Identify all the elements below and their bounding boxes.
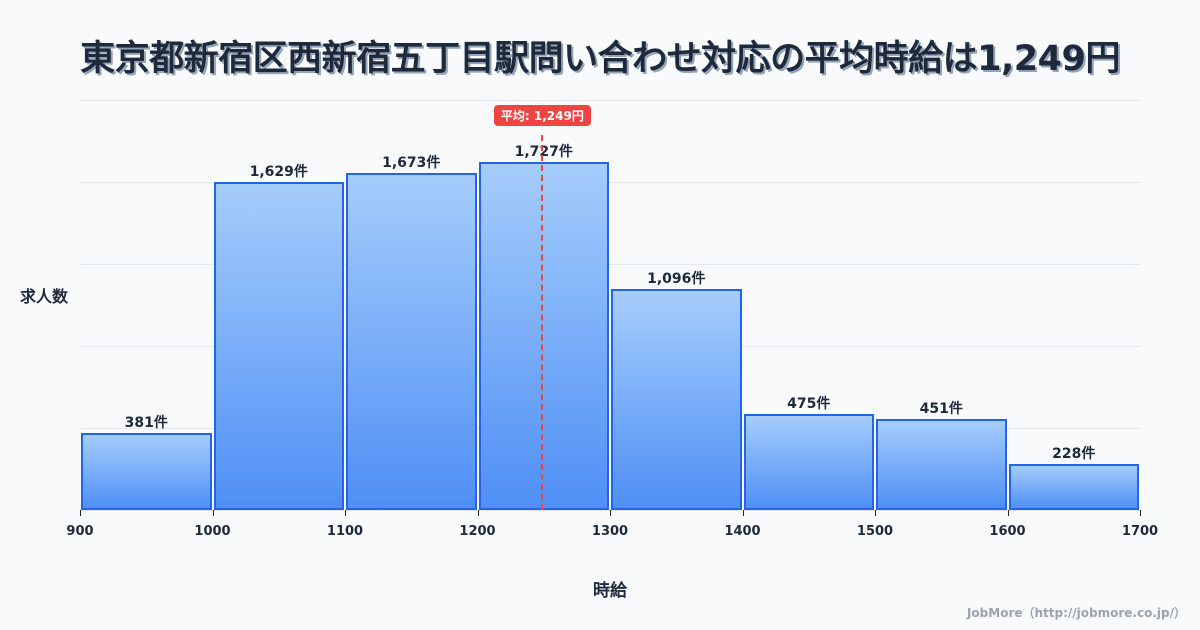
y-axis-label: 求人数 — [20, 287, 69, 306]
histogram-bar — [611, 289, 742, 510]
x-tick-label: 1600 — [989, 524, 1026, 539]
bar-value-label: 228件 — [1052, 446, 1096, 463]
gridline — [80, 428, 1140, 429]
x-tick-label: 1500 — [856, 524, 894, 539]
gridline — [80, 346, 1140, 347]
x-tick — [1140, 510, 1141, 516]
histogram-bar — [81, 433, 212, 510]
x-tick-label: 1300 — [591, 524, 629, 539]
x-tick-label: 1100 — [326, 524, 364, 539]
bar-value-label: 1,673件 — [382, 154, 441, 171]
x-tick-label: 1000 — [194, 524, 231, 539]
bar-value-label: 381件 — [124, 415, 168, 432]
bar-value-label: 451件 — [919, 401, 963, 418]
x-tick-label: 1200 — [459, 524, 496, 539]
x-axis-label: 時給 — [593, 581, 627, 601]
gridline — [80, 264, 1140, 265]
x-tick-label: 900 — [66, 524, 94, 539]
histogram-bar — [743, 414, 874, 510]
x-tick — [742, 510, 744, 516]
x-tick — [477, 510, 479, 516]
x-tick-label: 1400 — [724, 524, 761, 539]
bar-value-label: 1,727件 — [514, 144, 573, 161]
gridline — [80, 182, 1140, 183]
histogram-bar — [1008, 464, 1139, 510]
x-tick-label: 1700 — [1121, 524, 1159, 539]
gridline — [80, 100, 1140, 101]
mean-badge: 平均: 1,249円 — [493, 105, 591, 126]
x-tick — [875, 510, 876, 516]
plot-area: 381件 1,629件 1,673件 1,727件 1,096件 475件 451件 228件 — [80, 100, 1140, 510]
x-tick — [212, 510, 214, 516]
histogram-bar — [876, 419, 1007, 510]
mean-line — [541, 135, 544, 510]
bar-value-label: 475件 — [787, 396, 831, 413]
histogram-bar — [478, 162, 609, 510]
histogram-bar — [213, 181, 344, 510]
bar-value-label: 1,096件 — [647, 271, 706, 288]
credit-text: JobMore（http://jobmore.co.jp/） — [966, 606, 1186, 620]
histogram-bar — [346, 172, 477, 510]
chart-title: 東京都新宿区西新宿五丁目駅問い合わせ対応の平均時給は1,249円 — [80, 39, 1120, 79]
x-tick — [610, 510, 611, 516]
x-tick — [80, 510, 81, 516]
x-tick — [345, 510, 346, 516]
bar-value-label: 1,629件 — [249, 163, 308, 180]
x-tick — [1007, 510, 1009, 516]
